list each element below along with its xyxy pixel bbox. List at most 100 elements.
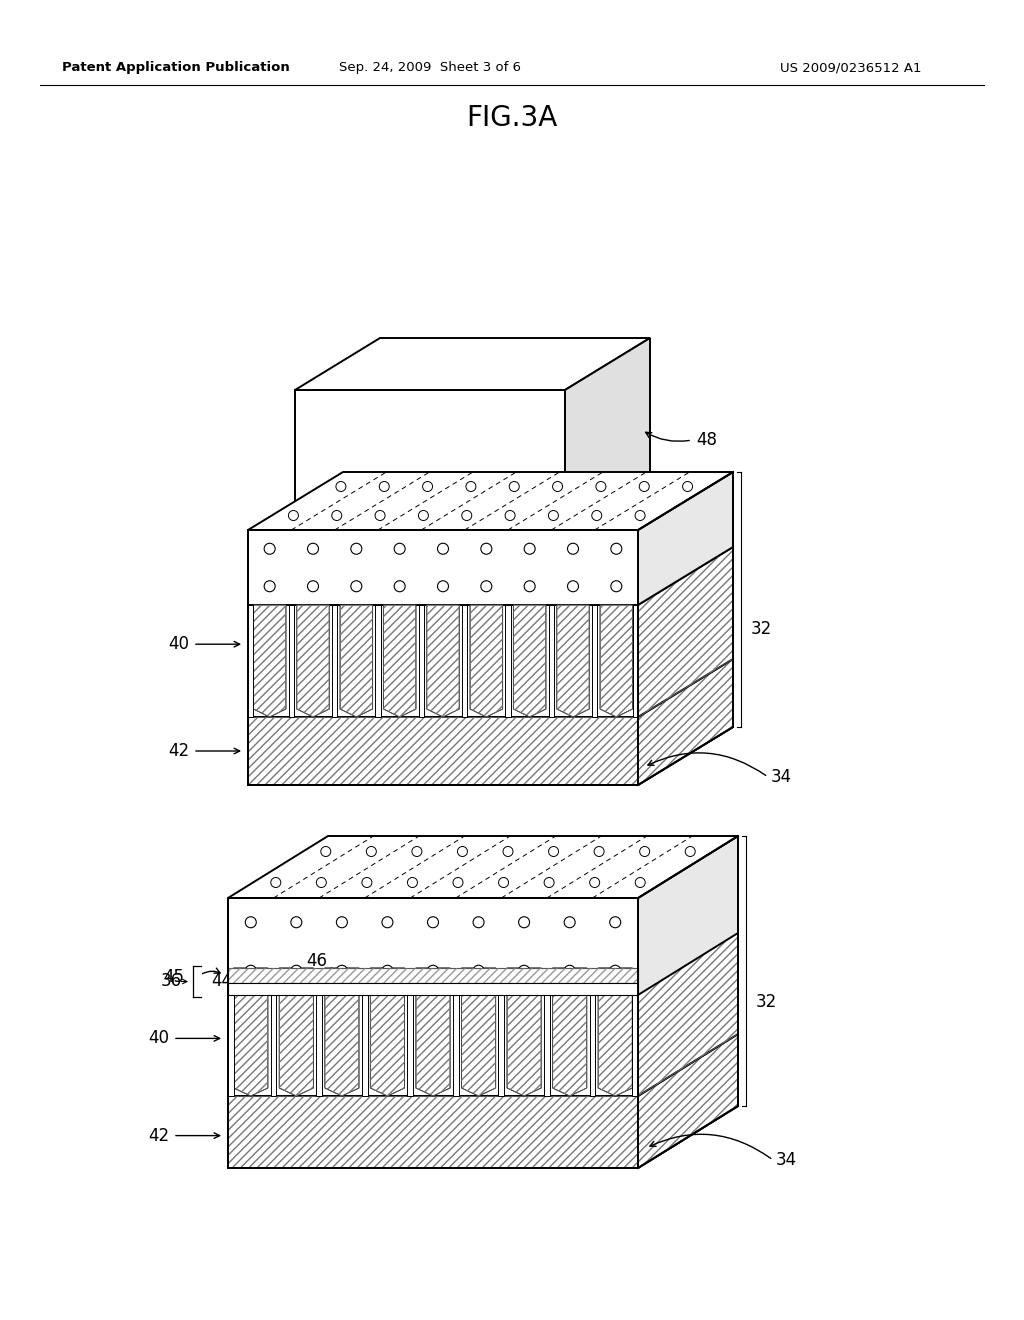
- Circle shape: [564, 917, 575, 928]
- Circle shape: [505, 511, 515, 520]
- Circle shape: [336, 482, 346, 491]
- Circle shape: [509, 482, 519, 491]
- Polygon shape: [295, 389, 565, 576]
- Circle shape: [553, 482, 562, 491]
- Polygon shape: [565, 338, 650, 576]
- Circle shape: [611, 544, 622, 554]
- Text: 34: 34: [771, 768, 793, 785]
- Circle shape: [518, 917, 529, 928]
- Circle shape: [473, 917, 484, 928]
- Polygon shape: [233, 968, 268, 1096]
- Polygon shape: [549, 605, 554, 717]
- Polygon shape: [408, 968, 413, 1096]
- Polygon shape: [513, 605, 546, 717]
- Polygon shape: [592, 605, 597, 717]
- Circle shape: [246, 917, 256, 928]
- Circle shape: [419, 511, 428, 520]
- Circle shape: [351, 544, 361, 554]
- Circle shape: [394, 581, 406, 591]
- Circle shape: [524, 581, 536, 591]
- Circle shape: [246, 965, 256, 977]
- Circle shape: [437, 544, 449, 554]
- Circle shape: [590, 878, 600, 887]
- Polygon shape: [632, 968, 638, 1096]
- Circle shape: [685, 846, 695, 857]
- Circle shape: [640, 846, 649, 857]
- Polygon shape: [590, 968, 595, 1096]
- Circle shape: [332, 511, 342, 520]
- Circle shape: [594, 846, 604, 857]
- Text: Sep. 24, 2009  Sheet 3 of 6: Sep. 24, 2009 Sheet 3 of 6: [339, 62, 521, 74]
- Polygon shape: [248, 473, 733, 531]
- Circle shape: [518, 965, 529, 977]
- Polygon shape: [427, 605, 459, 717]
- Circle shape: [466, 482, 476, 491]
- Polygon shape: [470, 605, 503, 717]
- Circle shape: [291, 965, 302, 977]
- Circle shape: [567, 581, 579, 591]
- Polygon shape: [228, 968, 233, 1096]
- Polygon shape: [228, 836, 738, 898]
- Circle shape: [351, 581, 361, 591]
- Polygon shape: [600, 605, 633, 717]
- Circle shape: [524, 544, 536, 554]
- Polygon shape: [462, 605, 467, 717]
- Circle shape: [367, 846, 377, 857]
- Circle shape: [382, 917, 393, 928]
- Polygon shape: [295, 338, 650, 389]
- Text: 40: 40: [148, 1030, 169, 1047]
- Circle shape: [321, 846, 331, 857]
- Text: 40: 40: [168, 635, 189, 653]
- Circle shape: [408, 878, 418, 887]
- Polygon shape: [462, 968, 496, 1096]
- Text: FIG.3B: FIG.3B: [466, 474, 558, 502]
- Polygon shape: [270, 968, 276, 1096]
- Polygon shape: [499, 968, 504, 1096]
- Text: 34: 34: [776, 1151, 797, 1170]
- Circle shape: [635, 511, 645, 520]
- Circle shape: [544, 878, 554, 887]
- Polygon shape: [371, 968, 404, 1096]
- Text: 42: 42: [147, 1126, 169, 1144]
- Polygon shape: [228, 1096, 638, 1168]
- Polygon shape: [557, 605, 589, 717]
- Polygon shape: [638, 836, 738, 1168]
- Polygon shape: [340, 605, 373, 717]
- Polygon shape: [638, 473, 733, 605]
- Circle shape: [379, 482, 389, 491]
- Polygon shape: [248, 605, 253, 717]
- Circle shape: [499, 878, 509, 887]
- Circle shape: [453, 878, 463, 887]
- Text: FIG.3C: FIG.3C: [466, 843, 558, 873]
- Circle shape: [427, 917, 438, 928]
- Circle shape: [337, 965, 347, 977]
- Polygon shape: [361, 968, 368, 1096]
- Circle shape: [423, 482, 432, 491]
- Polygon shape: [638, 546, 733, 717]
- Circle shape: [270, 878, 281, 887]
- Polygon shape: [419, 605, 424, 717]
- Text: 32: 32: [756, 993, 777, 1011]
- Text: 44: 44: [211, 973, 232, 990]
- Circle shape: [462, 511, 472, 520]
- Circle shape: [481, 581, 492, 591]
- Circle shape: [437, 581, 449, 591]
- Polygon shape: [638, 836, 738, 995]
- Circle shape: [567, 544, 579, 554]
- Circle shape: [264, 581, 275, 591]
- Text: 48: 48: [696, 432, 717, 449]
- Circle shape: [481, 544, 492, 554]
- Circle shape: [427, 965, 438, 977]
- Text: 46: 46: [306, 952, 327, 970]
- Polygon shape: [544, 968, 550, 1096]
- Circle shape: [639, 482, 649, 491]
- Circle shape: [564, 965, 575, 977]
- Polygon shape: [507, 968, 542, 1096]
- Circle shape: [361, 878, 372, 887]
- Polygon shape: [248, 531, 638, 605]
- Polygon shape: [325, 968, 359, 1096]
- Polygon shape: [253, 605, 286, 717]
- Polygon shape: [638, 659, 733, 785]
- Polygon shape: [248, 717, 638, 785]
- Polygon shape: [383, 605, 416, 717]
